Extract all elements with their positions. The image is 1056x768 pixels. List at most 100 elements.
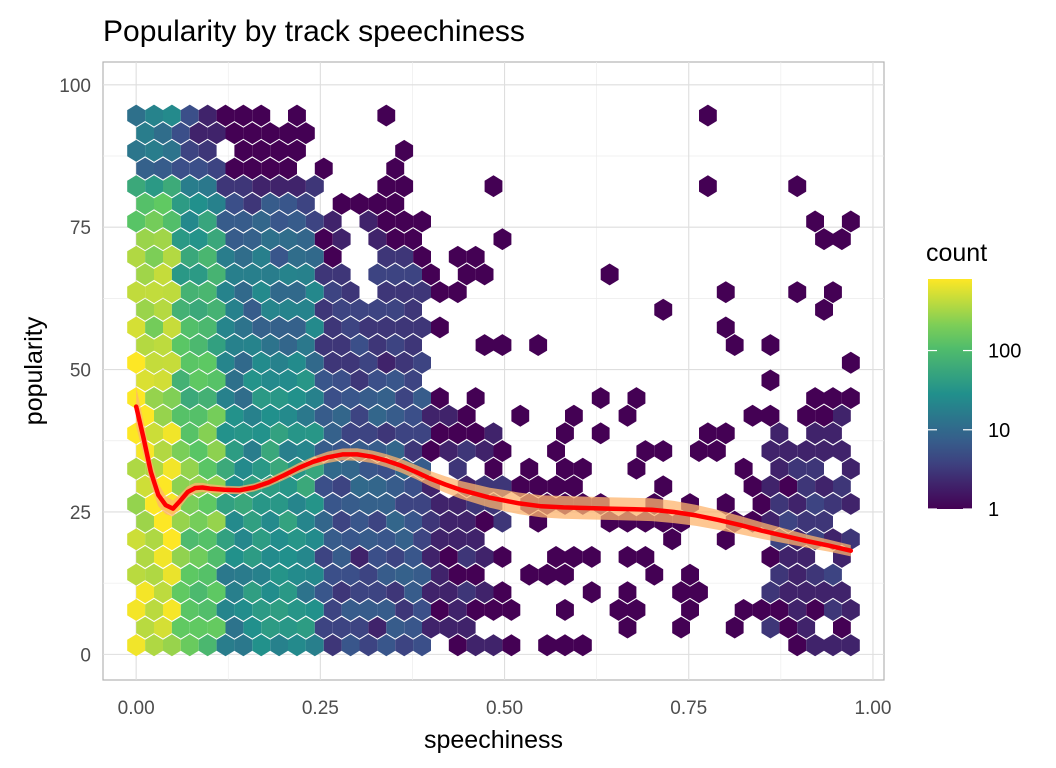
hex-bin (314, 475, 333, 498)
hex-bin (243, 581, 262, 604)
hex-bin (824, 563, 842, 586)
hex-bin (171, 369, 190, 392)
hex-bin (761, 616, 780, 639)
hex-bin (145, 563, 163, 586)
hex-bin (841, 493, 860, 515)
hex-bin (833, 581, 851, 604)
hex-bin (198, 104, 217, 127)
hex-bin (377, 422, 396, 445)
hex-bin (136, 510, 154, 533)
hex-bin (824, 599, 842, 621)
hex-bin (716, 316, 735, 339)
hex-bin (841, 387, 860, 409)
hex-bin (163, 351, 181, 374)
hex-bin (466, 387, 485, 409)
hex-bin (439, 440, 458, 462)
hex-bin (163, 528, 181, 551)
hex-bin (305, 493, 324, 515)
hex-bin (305, 634, 324, 657)
hex-bin (145, 422, 163, 445)
hex-bin (377, 104, 396, 127)
hex-bin (841, 634, 860, 657)
hex-bin (395, 351, 414, 374)
hex-bin (422, 581, 440, 604)
hex-bin (413, 422, 431, 445)
hex-bin (591, 422, 610, 445)
hex-bin (457, 546, 476, 568)
hex-bin (288, 281, 306, 304)
hex-bin (279, 440, 297, 462)
hex-bin (207, 616, 226, 639)
hex-bin (833, 475, 851, 498)
hex-bin (797, 404, 816, 427)
hex-bin (359, 493, 378, 515)
hex-bin (404, 298, 422, 321)
hex-bin (305, 245, 324, 268)
hex-bin (189, 228, 208, 251)
hex-bin (270, 245, 288, 268)
hex-bin (511, 475, 530, 498)
hex-bin (404, 263, 422, 286)
hex-bin (404, 440, 422, 462)
legend-break-label: 10 (988, 420, 1010, 442)
y-tick-label: 0 (80, 645, 91, 666)
hex-bin (270, 422, 288, 445)
hex-bin (189, 404, 208, 427)
hex-bin (279, 157, 297, 180)
hex-bin (422, 616, 440, 639)
hex-bin (725, 334, 744, 356)
hex-bin (216, 457, 235, 480)
hex-bin (377, 281, 396, 304)
hex-bin (520, 563, 539, 586)
hex-bin (154, 404, 172, 427)
hex-bin (806, 422, 824, 445)
hex-bin (350, 334, 369, 356)
hex-bin (806, 387, 824, 409)
hex-bin (332, 369, 351, 392)
hex-bin (171, 616, 190, 639)
hex-bin (457, 510, 476, 533)
hex-bin (279, 369, 297, 392)
hex-bin (136, 369, 154, 392)
hex-bin (824, 634, 842, 657)
hex-bin (565, 546, 583, 568)
hex-bin (556, 563, 574, 586)
hex-bin (297, 122, 315, 145)
hex-bin (297, 616, 315, 639)
hex-bin (332, 298, 351, 321)
hex-bin (404, 616, 422, 639)
hex-bin (216, 351, 235, 374)
hex-bin (127, 245, 146, 268)
hex-bin (395, 563, 414, 586)
hex-bin (243, 298, 262, 321)
hex-bin (699, 175, 717, 198)
x-tick-label: 0.25 (302, 698, 339, 719)
hex-bin (127, 563, 146, 586)
hex-bin (198, 563, 217, 586)
hex-bin (788, 599, 807, 621)
hex-bin (243, 404, 262, 427)
hex-bin (824, 281, 842, 304)
hex-bin (502, 599, 521, 621)
hex-bin (127, 210, 146, 233)
x-tick-label: 0.00 (118, 698, 155, 719)
hex-bin (788, 281, 807, 304)
hex-bin (270, 316, 288, 339)
hex-bin (332, 475, 351, 498)
hex-bin (243, 440, 262, 462)
hex-bin (180, 281, 199, 304)
hex-bin (171, 228, 190, 251)
hex-bin (270, 528, 288, 551)
hex-bin (216, 210, 235, 233)
hex-bin (225, 334, 244, 356)
hex-bin (270, 281, 288, 304)
hex-bin (547, 546, 565, 568)
hex-bin (332, 192, 351, 215)
hex-bin (815, 298, 833, 321)
legend: count 1 10 100 (926, 239, 1021, 521)
hex-bin (422, 440, 440, 462)
hex-bin (761, 404, 780, 427)
hex-bin (841, 210, 860, 233)
hex-bin (341, 422, 360, 445)
x-tick-label: 0.50 (486, 698, 523, 719)
